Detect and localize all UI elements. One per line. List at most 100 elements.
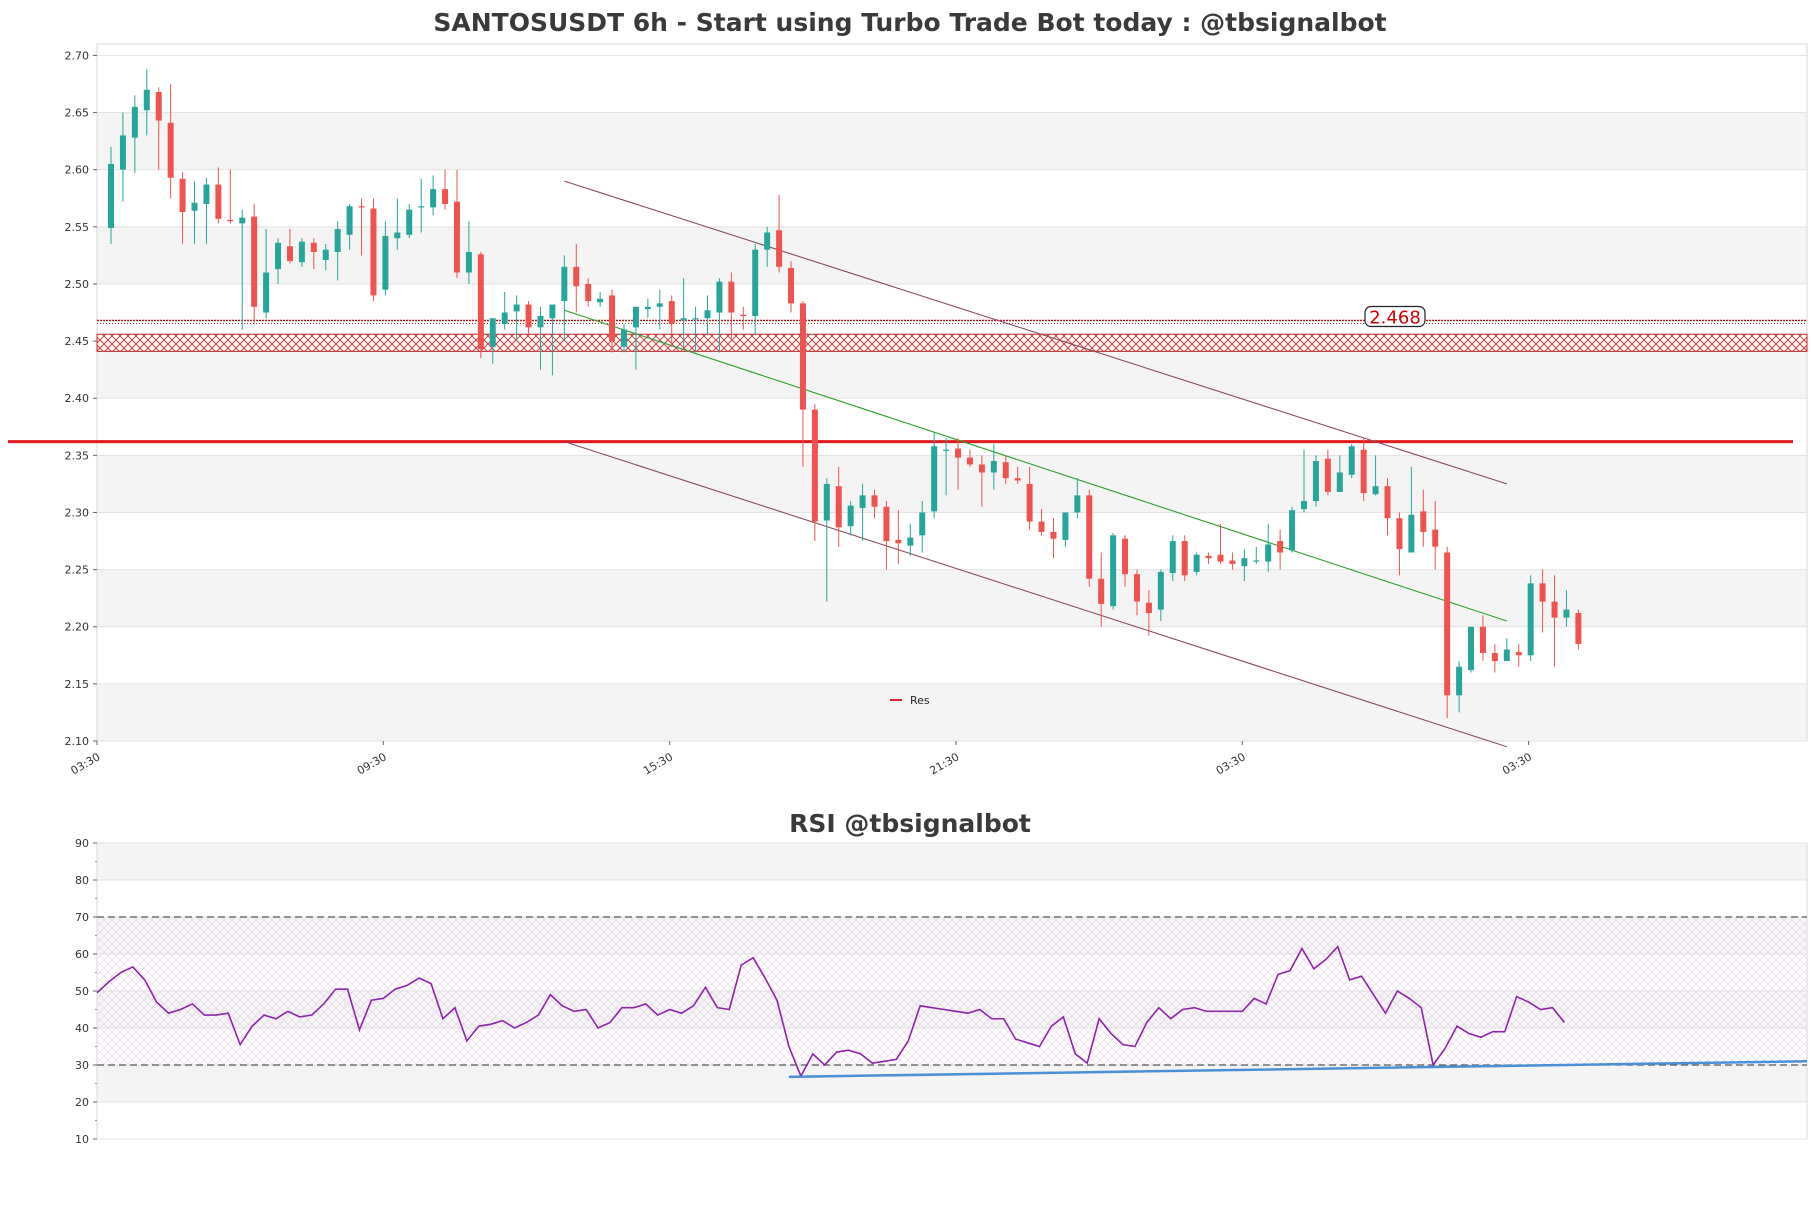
candle-body bbox=[1551, 601, 1558, 618]
rsi-chart-title: RSI @tbsignalbot bbox=[789, 809, 1031, 838]
candle-body bbox=[1527, 583, 1534, 656]
candle-body bbox=[1324, 458, 1331, 492]
channel-lower-line bbox=[564, 441, 1507, 748]
candle-body bbox=[847, 505, 854, 527]
candle-body bbox=[1074, 495, 1081, 513]
candle-body bbox=[1169, 541, 1176, 574]
candle-body bbox=[644, 306, 651, 310]
candle-body bbox=[1038, 521, 1045, 532]
price-x-axis: 03:30 09:30 15:30 21:30 03:30 03:30 bbox=[69, 741, 1534, 777]
candle-body bbox=[907, 537, 914, 546]
price-ytick-label: 2.65 bbox=[65, 107, 90, 120]
candle-body bbox=[131, 106, 138, 138]
candle-body bbox=[525, 304, 532, 328]
price-xtick-label: 09:30 bbox=[355, 750, 389, 777]
candle-body bbox=[823, 483, 830, 521]
price-ytick-label: 2.35 bbox=[65, 449, 90, 462]
candle-body bbox=[370, 208, 377, 296]
candle-body bbox=[966, 457, 973, 465]
candle-body bbox=[1539, 583, 1546, 602]
candle-body bbox=[167, 122, 174, 178]
candle-body bbox=[179, 178, 186, 212]
price-band bbox=[97, 455, 1807, 513]
candle-body bbox=[740, 314, 747, 317]
price-ytick-label: 2.60 bbox=[65, 164, 90, 177]
candle-body bbox=[465, 251, 472, 273]
rsi-grid-bands bbox=[97, 843, 1807, 1102]
candle-body bbox=[1253, 560, 1260, 562]
rsi-panel: 10 20 30 40 50 60 70 80 90 bbox=[75, 837, 1808, 1146]
candle-body bbox=[286, 246, 293, 262]
rsi-support-line bbox=[788, 1060, 1808, 1079]
price-ytick-label: 2.70 bbox=[65, 49, 90, 62]
price-chart-title: SANTOSUSDT 6h - Start using Turbo Trade … bbox=[433, 8, 1386, 37]
candle-body bbox=[1420, 511, 1427, 532]
candle-body bbox=[668, 301, 675, 324]
candle-body bbox=[1563, 609, 1570, 618]
candle-body bbox=[227, 219, 234, 222]
trend-line bbox=[564, 309, 1507, 622]
candle-body bbox=[1265, 544, 1272, 562]
candle-body bbox=[275, 242, 282, 270]
candle-body bbox=[835, 486, 842, 528]
candle-body bbox=[990, 461, 997, 473]
rsi-ytick-label: 50 bbox=[75, 985, 89, 998]
candle-body bbox=[310, 242, 317, 252]
candle-body bbox=[656, 303, 663, 307]
candle-body bbox=[943, 449, 950, 451]
candle-body bbox=[585, 283, 592, 302]
candle-body bbox=[811, 409, 818, 522]
channel-upper-line bbox=[564, 180, 1507, 485]
rsi-band bbox=[97, 843, 1807, 880]
price-xtick-label: 15:30 bbox=[641, 750, 675, 777]
candle-body bbox=[609, 295, 616, 342]
candle-body bbox=[442, 189, 449, 204]
candle-body bbox=[1360, 449, 1367, 494]
candle-body bbox=[215, 184, 222, 219]
candle-body bbox=[1014, 478, 1021, 481]
rsi-ytick-label: 10 bbox=[75, 1133, 89, 1146]
price-band bbox=[97, 683, 1807, 741]
candle-body bbox=[119, 135, 126, 170]
rsi-line bbox=[96, 945, 1566, 1078]
candle-body bbox=[859, 495, 866, 508]
candle-body bbox=[1575, 613, 1582, 644]
candle-body bbox=[1157, 571, 1164, 610]
price-panel: 2.10 2.15 2.20 2.25 2.30 2.35 2.40 2.45 2.50 2.55… bbox=[8, 43, 1808, 777]
candle-body bbox=[1181, 541, 1188, 576]
candle-body bbox=[513, 304, 520, 312]
candle-body bbox=[263, 272, 270, 313]
price-band bbox=[97, 569, 1807, 627]
candle-body bbox=[394, 232, 401, 239]
candle-body bbox=[191, 202, 198, 211]
candle-body bbox=[871, 495, 878, 507]
candle-body bbox=[1444, 552, 1451, 696]
candle-body bbox=[955, 448, 962, 458]
candle-body bbox=[1026, 483, 1033, 522]
candle-body bbox=[1193, 554, 1200, 572]
candle-body bbox=[883, 506, 890, 542]
candle-body bbox=[752, 249, 759, 316]
rsi-ytick-label: 30 bbox=[75, 1059, 89, 1072]
candle-body bbox=[346, 206, 353, 235]
candle-body bbox=[322, 249, 329, 260]
candle-body bbox=[549, 304, 556, 319]
candle-body bbox=[1217, 554, 1224, 562]
candles-layer bbox=[108, 69, 1582, 719]
candle-body bbox=[1241, 558, 1248, 567]
candle-body bbox=[573, 266, 580, 287]
candle-body bbox=[597, 298, 604, 303]
candle-body bbox=[430, 189, 437, 208]
candle-body bbox=[501, 312, 508, 324]
candle-body bbox=[203, 184, 210, 204]
price-ytick-label: 2.25 bbox=[65, 564, 90, 577]
price-ytick-label: 2.55 bbox=[65, 221, 90, 234]
price-xtick-label: 21:30 bbox=[928, 750, 962, 777]
candle-body bbox=[704, 310, 711, 319]
candle-body bbox=[1086, 495, 1093, 579]
candle-body bbox=[632, 306, 639, 328]
candle-body bbox=[1205, 555, 1212, 559]
candle-body bbox=[382, 235, 389, 290]
candle-body bbox=[1312, 461, 1319, 502]
